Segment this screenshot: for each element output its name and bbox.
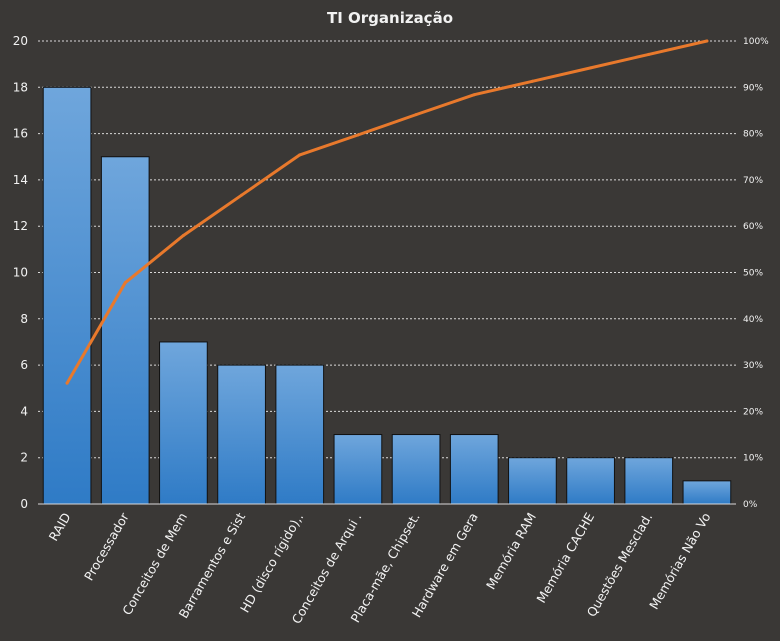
line-point — [356, 133, 360, 137]
y-axis-right: 0% 10% 20% 30% 40% 50% 60% 70% 80% 90% 100% — [743, 37, 769, 510]
y2-tick-label: 50% — [743, 269, 763, 279]
bar — [217, 364, 266, 505]
bar — [275, 364, 325, 505]
line-point — [181, 233, 185, 237]
y-tick-label: 0 — [20, 497, 28, 511]
y-axis-left: 0 2 4 6 8 10 12 14 16 18 20 — [13, 34, 28, 511]
y2-tick-label: 10% — [743, 454, 763, 464]
line-point — [647, 52, 651, 56]
line-point — [240, 193, 244, 197]
y-tick-label: 6 — [20, 358, 28, 372]
bar-series — [42, 86, 732, 505]
line-point — [530, 79, 534, 83]
y-tick-label: 14 — [13, 173, 28, 187]
y2-tick-label: 40% — [743, 315, 763, 325]
line-point — [589, 66, 593, 70]
line-point — [414, 113, 418, 117]
y-tick-label: 20 — [13, 34, 28, 48]
line-point — [472, 93, 476, 97]
bar — [159, 341, 208, 505]
bar — [391, 434, 441, 505]
bar — [508, 457, 557, 505]
y-tick-label: 8 — [20, 312, 28, 326]
y-tick-label: 12 — [13, 219, 28, 233]
y2-tick-label: 70% — [743, 176, 763, 186]
gridlines — [38, 40, 736, 459]
y2-tick-label: 90% — [743, 83, 763, 93]
y2-tick-label: 0% — [743, 500, 758, 510]
line-point — [298, 153, 302, 157]
y-tick-label: 2 — [20, 451, 28, 465]
bar — [42, 86, 92, 505]
line-point — [65, 381, 69, 385]
y-tick-label: 18 — [13, 80, 28, 94]
y2-tick-label: 30% — [743, 361, 763, 371]
line-point — [705, 39, 709, 43]
y2-tick-label: 100% — [743, 37, 769, 47]
bar — [333, 434, 383, 505]
bar — [566, 457, 615, 505]
chart-title: TI Organização — [327, 9, 453, 27]
bar — [100, 156, 150, 505]
y2-tick-label: 80% — [743, 130, 763, 140]
bar — [449, 434, 499, 505]
y-tick-label: 16 — [13, 127, 28, 141]
y-tick-label: 10 — [13, 266, 28, 280]
line-point — [123, 281, 127, 285]
bar — [682, 480, 732, 505]
y2-tick-label: 20% — [743, 407, 763, 417]
y2-tick-label: 60% — [743, 222, 763, 232]
cumulative-line — [65, 39, 709, 385]
cumulative-line-series — [65, 39, 709, 385]
y-tick-label: 4 — [20, 404, 28, 418]
bar — [624, 457, 674, 505]
